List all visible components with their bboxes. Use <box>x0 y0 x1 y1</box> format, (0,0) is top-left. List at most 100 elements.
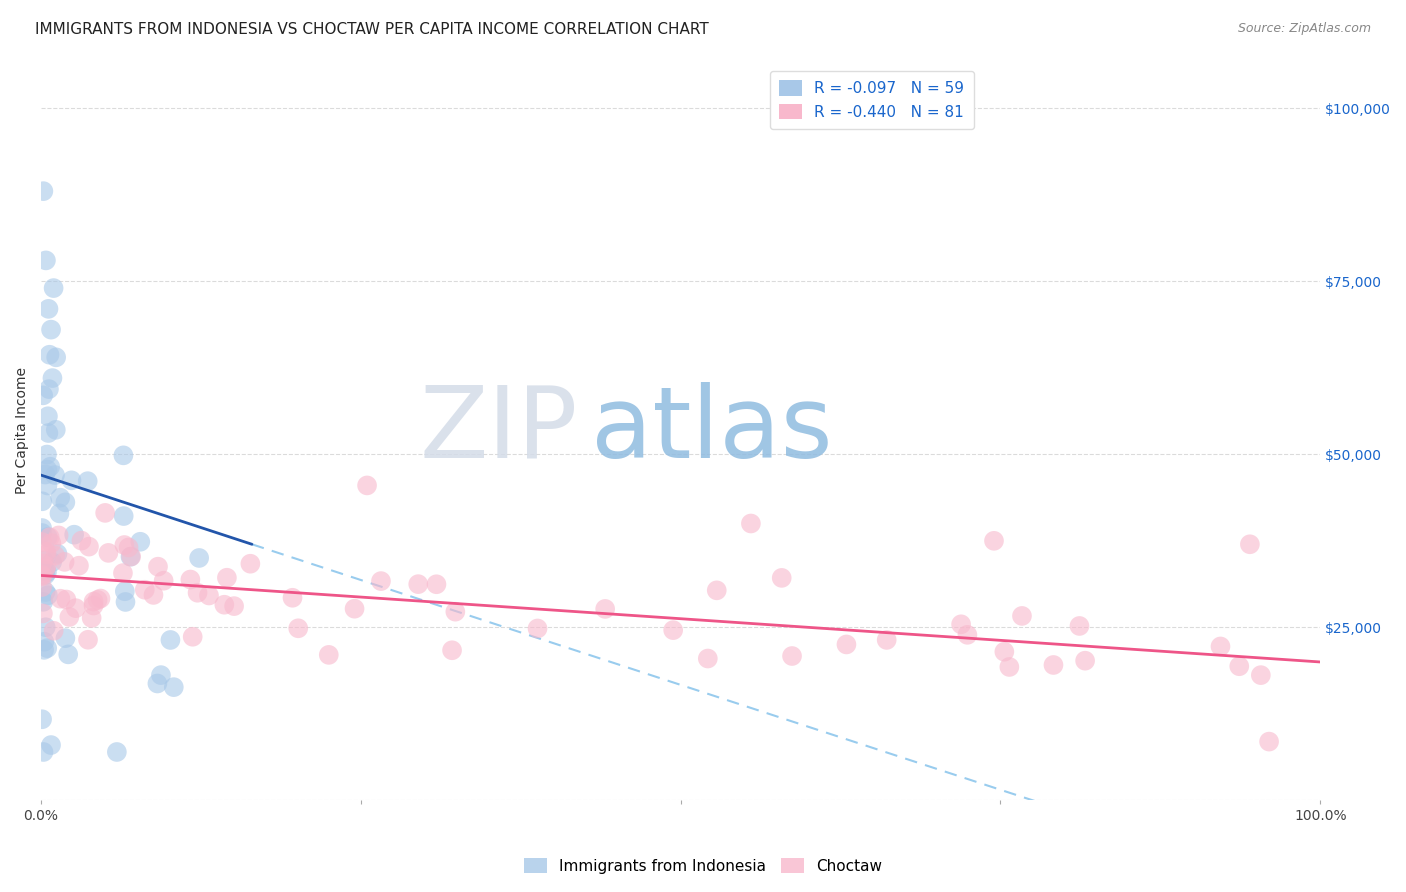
Point <box>425 577 447 591</box>
Point <box>77 540 100 554</box>
Point <box>32 745 55 759</box>
Point <box>181 630 204 644</box>
Legend: R = -0.097   N = 59, R = -0.440   N = 81: R = -0.097 N = 59, R = -0.440 N = 81 <box>770 71 973 128</box>
Point <box>94 506 117 520</box>
Point <box>83 594 105 608</box>
Point <box>38 348 60 362</box>
Point <box>38 382 60 396</box>
Point <box>142 588 165 602</box>
Point <box>76 474 98 488</box>
Point <box>224 599 246 613</box>
Point <box>89 591 111 606</box>
Text: ZIP: ZIP <box>420 382 578 478</box>
Point <box>370 574 392 588</box>
Point <box>239 557 262 571</box>
Point <box>65 601 87 615</box>
Point <box>1011 608 1033 623</box>
Point <box>146 676 169 690</box>
Point <box>526 622 548 636</box>
Point <box>770 571 793 585</box>
Point <box>120 549 142 564</box>
Point <box>55 631 77 645</box>
Point <box>41 536 63 550</box>
Point <box>34 567 56 582</box>
Point <box>983 533 1005 548</box>
Point <box>163 680 186 694</box>
Point <box>1074 654 1097 668</box>
Point <box>41 555 63 569</box>
Point <box>48 507 70 521</box>
Point <box>35 620 58 634</box>
Point <box>97 546 120 560</box>
Point <box>187 586 209 600</box>
Point <box>32 643 55 657</box>
Point <box>83 599 105 613</box>
Point <box>53 495 76 509</box>
Point <box>35 448 58 462</box>
Point <box>956 628 979 642</box>
Point <box>77 632 100 647</box>
Point <box>114 584 136 599</box>
Point <box>31 568 53 582</box>
Point <box>105 745 128 759</box>
Point <box>146 559 169 574</box>
Point <box>111 566 134 580</box>
Point <box>58 610 80 624</box>
Point <box>287 621 309 635</box>
Point <box>356 478 378 492</box>
Point <box>32 553 55 567</box>
Point <box>117 541 139 555</box>
Point <box>35 253 58 268</box>
Point <box>112 538 135 552</box>
Point <box>70 533 93 548</box>
Point <box>32 184 55 198</box>
Point <box>120 549 142 564</box>
Point <box>134 582 156 597</box>
Point <box>441 643 464 657</box>
Point <box>32 595 55 609</box>
Point <box>662 623 685 637</box>
Point <box>34 467 56 482</box>
Text: Source: ZipAtlas.com: Source: ZipAtlas.com <box>1237 22 1371 36</box>
Point <box>39 459 62 474</box>
Point <box>1069 619 1091 633</box>
Point <box>31 494 53 508</box>
Point <box>112 509 135 524</box>
Point <box>41 371 63 385</box>
Point <box>49 591 72 606</box>
Point <box>593 602 616 616</box>
Y-axis label: Per Capita Income: Per Capita Income <box>15 367 30 493</box>
Point <box>950 617 973 632</box>
Point <box>38 530 60 544</box>
Text: atlas: atlas <box>591 382 832 478</box>
Point <box>835 637 858 651</box>
Point <box>34 562 56 576</box>
Legend: Immigrants from Indonesia, Choctaw: Immigrants from Indonesia, Choctaw <box>517 852 889 880</box>
Point <box>31 712 53 726</box>
Point <box>112 448 135 462</box>
Point <box>318 648 340 662</box>
Point <box>32 607 55 621</box>
Point <box>149 668 172 682</box>
Text: IMMIGRANTS FROM INDONESIA VS CHOCTAW PER CAPITA INCOME CORRELATION CHART: IMMIGRANTS FROM INDONESIA VS CHOCTAW PER… <box>35 22 709 37</box>
Point <box>876 632 898 647</box>
Point <box>281 591 304 605</box>
Point <box>44 468 66 483</box>
Point <box>114 595 136 609</box>
Point <box>34 585 56 599</box>
Point <box>48 528 70 542</box>
Point <box>37 462 59 476</box>
Point <box>32 388 55 402</box>
Point <box>42 624 65 638</box>
Point <box>67 558 90 573</box>
Point <box>179 573 201 587</box>
Point <box>993 645 1015 659</box>
Point <box>80 611 103 625</box>
Point <box>35 544 58 558</box>
Point <box>58 648 80 662</box>
Point <box>60 474 83 488</box>
Point <box>49 491 72 505</box>
Point <box>34 564 56 578</box>
Point <box>706 583 728 598</box>
Point <box>55 592 77 607</box>
